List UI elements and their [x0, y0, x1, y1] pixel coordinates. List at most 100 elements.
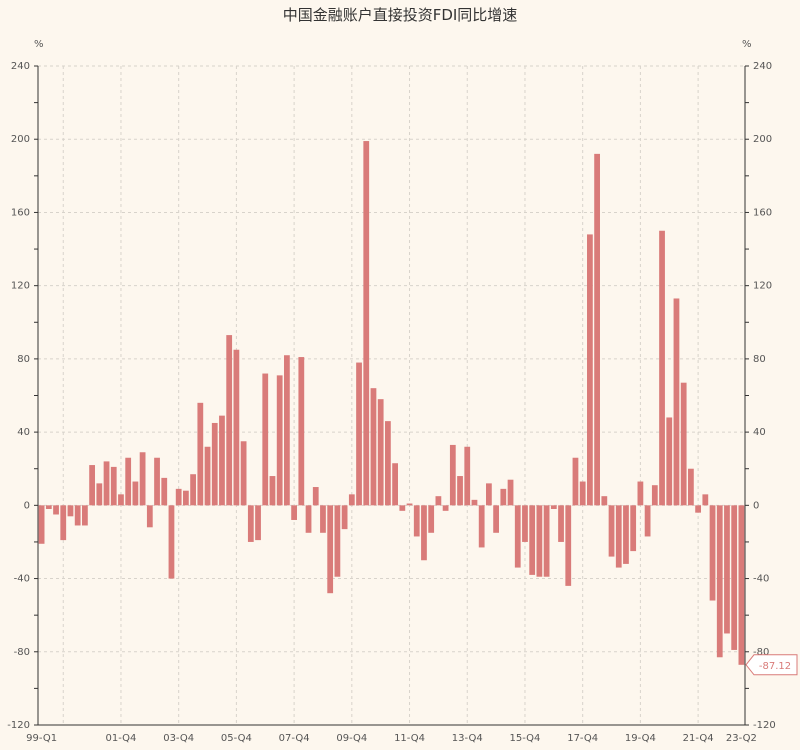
bar [103, 461, 110, 506]
x-tick-label: 05-Q4 [221, 733, 252, 744]
bar [392, 463, 398, 506]
bar [175, 488, 182, 506]
bar [471, 499, 478, 506]
y-tick-label-left: 240 [11, 61, 30, 72]
bar [478, 505, 485, 548]
bar [457, 476, 463, 506]
bar [291, 505, 297, 520]
bar [550, 505, 557, 509]
bar [695, 505, 701, 513]
bar [190, 474, 196, 506]
bar [168, 505, 175, 579]
bar [615, 505, 622, 568]
y-tick-label-right: 80 [753, 354, 766, 365]
x-tick-label: 17-Q4 [567, 733, 598, 744]
bar [312, 487, 319, 506]
y-tick-label-right: -120 [753, 720, 776, 731]
bar [154, 457, 160, 506]
y-tick-label-left: 120 [11, 281, 30, 292]
y-tick-label-left: -80 [14, 647, 30, 658]
bar [240, 441, 247, 506]
bar [601, 496, 608, 506]
bar [673, 298, 680, 506]
bar [183, 490, 189, 506]
last-value-marker [745, 654, 798, 676]
bar [363, 141, 370, 506]
bar [89, 465, 95, 506]
bar [522, 505, 528, 542]
bar [493, 505, 499, 533]
bar [399, 505, 406, 511]
bar [385, 421, 391, 506]
bar [558, 505, 564, 542]
x-tick-label: 09-Q4 [336, 733, 367, 744]
bar [500, 488, 507, 506]
bar [255, 505, 261, 541]
bar [356, 362, 362, 506]
bar [688, 468, 694, 506]
bar [709, 505, 716, 601]
bar [269, 476, 276, 506]
bar [623, 505, 629, 564]
bar [211, 422, 218, 506]
y-tick-label-left: -40 [14, 574, 30, 585]
bar [377, 399, 384, 506]
x-tick-label: 07-Q4 [279, 733, 310, 744]
bar [110, 466, 117, 506]
x-tick-label: 13-Q4 [452, 733, 483, 744]
bar [716, 505, 723, 658]
bar [327, 505, 334, 594]
x-tick-label: 03-Q4 [163, 733, 194, 744]
bar [464, 446, 471, 506]
bar [276, 375, 283, 506]
y-tick-label-right: 0 [753, 500, 759, 511]
bar [262, 373, 269, 506]
bar [644, 505, 651, 537]
bar [197, 402, 204, 506]
bar [536, 505, 543, 577]
bar [60, 505, 67, 541]
bar [449, 444, 456, 506]
bar [413, 505, 420, 537]
bar [74, 505, 81, 526]
x-tick-label: 01-Q4 [105, 733, 136, 744]
bar [247, 505, 254, 542]
bar [724, 505, 730, 634]
bar [370, 388, 377, 506]
bar [514, 505, 521, 568]
bar [507, 479, 514, 506]
bar [651, 485, 658, 506]
bar [320, 505, 326, 533]
x-tick-label: 99-Q1 [26, 733, 57, 744]
bar [82, 505, 88, 526]
bar [226, 335, 233, 506]
y-tick-label-right: 120 [753, 281, 772, 292]
bar [233, 349, 240, 506]
y-unit-left: % [34, 39, 44, 50]
x-tick-label: 21-Q4 [683, 733, 714, 744]
bar [125, 457, 132, 506]
bar [53, 505, 59, 515]
x-tick-label: 19-Q4 [625, 733, 656, 744]
chart-title: 中国金融账户直接投资FDI同比增速 [283, 6, 518, 24]
bar [219, 415, 225, 506]
bar [579, 481, 586, 506]
x-tick-label: 11-Q4 [394, 733, 425, 744]
bar [428, 505, 435, 533]
bar [608, 505, 615, 557]
bar [305, 505, 312, 533]
bar [348, 494, 355, 506]
y-tick-label-left: 0 [24, 500, 30, 511]
bar [738, 505, 745, 665]
bar [565, 505, 572, 586]
bar [594, 153, 600, 506]
bar [543, 505, 550, 577]
bar [572, 457, 579, 506]
y-tick-label-right: 160 [753, 207, 772, 218]
bar [637, 481, 644, 506]
bar [442, 505, 449, 511]
bar [406, 503, 413, 506]
bar [666, 417, 673, 506]
x-tick-label: 15-Q4 [509, 733, 540, 744]
